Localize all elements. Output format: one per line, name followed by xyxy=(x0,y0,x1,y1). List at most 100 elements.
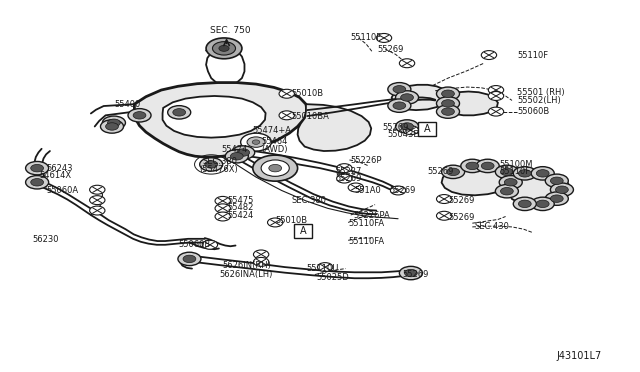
Circle shape xyxy=(461,159,484,173)
Circle shape xyxy=(513,197,536,211)
Text: 55110U: 55110U xyxy=(306,264,339,273)
Text: 55110F: 55110F xyxy=(351,33,382,42)
Circle shape xyxy=(31,164,44,172)
Circle shape xyxy=(436,105,460,118)
Polygon shape xyxy=(509,173,570,204)
Text: 55474+A: 55474+A xyxy=(252,126,291,135)
Text: 55110FA: 55110FA xyxy=(349,237,385,246)
Circle shape xyxy=(531,197,554,211)
Circle shape xyxy=(215,196,230,205)
Circle shape xyxy=(550,195,563,202)
Circle shape xyxy=(205,161,218,168)
Circle shape xyxy=(447,168,460,176)
Text: 55475: 55475 xyxy=(228,196,254,205)
Circle shape xyxy=(261,160,289,176)
Circle shape xyxy=(225,150,248,163)
Text: 55269: 55269 xyxy=(448,213,474,222)
Circle shape xyxy=(531,167,554,180)
Circle shape xyxy=(202,240,218,249)
Circle shape xyxy=(393,86,406,93)
Circle shape xyxy=(399,59,415,68)
Text: 551A0: 551A0 xyxy=(355,186,381,195)
Circle shape xyxy=(481,51,497,60)
Circle shape xyxy=(396,91,419,104)
Text: 55464: 55464 xyxy=(261,137,287,146)
Text: 55010BA: 55010BA xyxy=(292,112,330,121)
Text: 55501 (RH): 55501 (RH) xyxy=(517,89,564,97)
Text: 55269: 55269 xyxy=(335,174,362,183)
Circle shape xyxy=(106,123,118,130)
Circle shape xyxy=(173,109,186,116)
Circle shape xyxy=(219,45,229,51)
Bar xyxy=(418,122,436,136)
Circle shape xyxy=(513,167,536,180)
Circle shape xyxy=(253,257,269,266)
Circle shape xyxy=(102,116,125,129)
Text: 55502(LH): 55502(LH) xyxy=(517,96,561,105)
Circle shape xyxy=(31,179,44,186)
Circle shape xyxy=(232,146,255,159)
Circle shape xyxy=(215,212,230,221)
Circle shape xyxy=(279,89,294,98)
Circle shape xyxy=(518,200,531,208)
Circle shape xyxy=(518,170,531,177)
Circle shape xyxy=(178,252,201,266)
Text: 55424: 55424 xyxy=(228,211,254,219)
Text: 55269: 55269 xyxy=(448,196,474,205)
Circle shape xyxy=(253,155,298,181)
Text: (AWD): (AWD) xyxy=(261,145,287,154)
Circle shape xyxy=(390,186,406,195)
Circle shape xyxy=(247,137,265,147)
Text: A: A xyxy=(424,124,430,134)
Polygon shape xyxy=(392,85,448,110)
Text: 55060B: 55060B xyxy=(517,107,549,116)
Circle shape xyxy=(230,153,243,160)
Circle shape xyxy=(253,250,269,259)
Circle shape xyxy=(337,164,352,173)
Circle shape xyxy=(393,102,406,109)
Circle shape xyxy=(237,149,250,156)
Circle shape xyxy=(436,87,460,100)
Circle shape xyxy=(348,183,364,192)
Circle shape xyxy=(401,123,413,130)
Circle shape xyxy=(403,126,419,135)
Text: 55060B: 55060B xyxy=(178,240,210,249)
Text: 56243: 56243 xyxy=(46,164,72,173)
Circle shape xyxy=(488,86,504,94)
Circle shape xyxy=(215,204,230,213)
Text: 55269: 55269 xyxy=(428,167,454,176)
Circle shape xyxy=(337,174,352,183)
Circle shape xyxy=(495,185,518,198)
Polygon shape xyxy=(442,166,512,195)
Circle shape xyxy=(550,177,563,185)
Text: 55269: 55269 xyxy=(389,186,415,195)
Text: 55474: 55474 xyxy=(221,145,248,154)
Circle shape xyxy=(90,196,105,205)
Circle shape xyxy=(536,200,549,208)
Circle shape xyxy=(212,42,236,55)
Text: 55269: 55269 xyxy=(402,270,428,279)
Circle shape xyxy=(442,100,454,107)
Circle shape xyxy=(317,263,333,272)
Text: SEC. 750: SEC. 750 xyxy=(210,26,250,35)
Text: SEC.380: SEC.380 xyxy=(202,157,237,166)
Circle shape xyxy=(279,111,294,120)
Circle shape xyxy=(504,179,517,186)
Circle shape xyxy=(128,109,151,122)
Circle shape xyxy=(481,162,494,170)
Circle shape xyxy=(436,97,460,110)
Text: 5626INA(LH): 5626INA(LH) xyxy=(219,270,272,279)
Text: 55110F: 55110F xyxy=(517,51,548,60)
Text: 55110F: 55110F xyxy=(499,167,531,176)
Circle shape xyxy=(241,133,271,151)
Text: 55025D: 55025D xyxy=(316,273,349,282)
Text: 55400: 55400 xyxy=(114,100,140,109)
Circle shape xyxy=(206,38,242,59)
Circle shape xyxy=(396,120,419,133)
Circle shape xyxy=(269,164,282,172)
Text: 55226P: 55226P xyxy=(351,156,382,165)
Circle shape xyxy=(442,165,465,179)
Polygon shape xyxy=(448,92,498,115)
Circle shape xyxy=(100,120,124,133)
Circle shape xyxy=(404,269,417,277)
